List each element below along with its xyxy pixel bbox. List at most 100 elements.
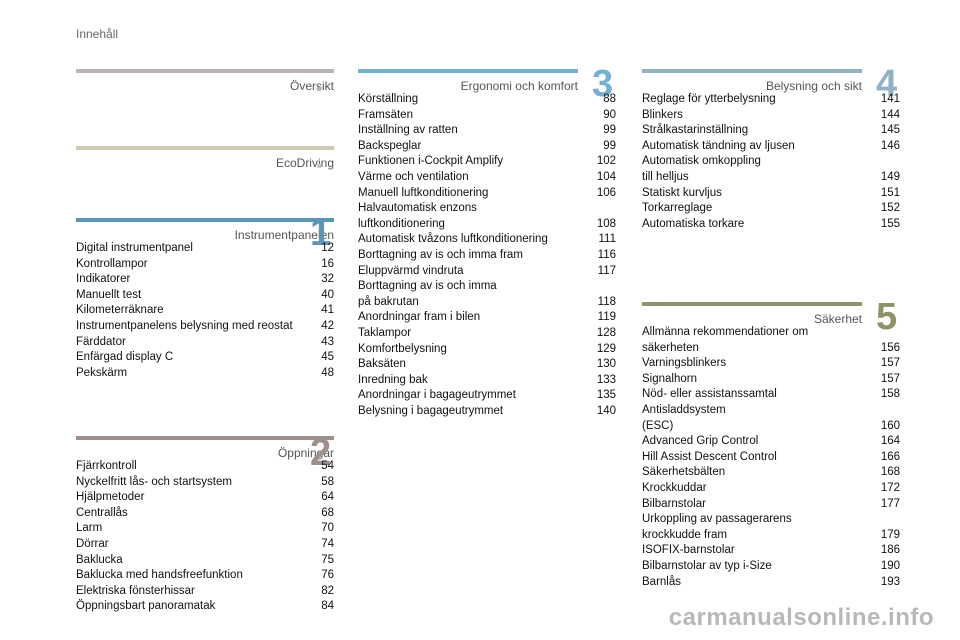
section-title[interactable]: Belysning och sikt <box>765 79 862 93</box>
toc-item[interactable]: Bilbarnstolar av typ i-Size 190 <box>642 559 900 575</box>
toc-item-label: Borttagning av is och imma fram <box>358 248 523 261</box>
toc-item-page: 104 <box>596 170 616 183</box>
toc-item[interactable]: Nöd- eller assistanssamtal 158 <box>642 387 900 403</box>
section-number: 5 <box>876 296 898 338</box>
toc-item-page: 156 <box>880 341 900 354</box>
section-ecodriving[interactable]: EcoDriving <box>76 146 338 176</box>
toc-item[interactable]: Funktionen i-Cockpit Amplify 102 <box>358 154 616 170</box>
toc-item-label: Strålkastarinställning <box>642 124 749 137</box>
toc-item[interactable]: Reglage för ytterbelysning 141 <box>642 92 900 108</box>
toc-item-label: Fjärrkontroll <box>76 460 137 472</box>
toc-item[interactable]: Färddator 43 <box>76 335 334 351</box>
toc-item[interactable]: Automatiska torkare 155 <box>642 217 900 233</box>
toc-item[interactable]: Komfortbelysning 129 <box>358 342 616 358</box>
toc-item[interactable]: Körställning 88 <box>358 92 616 108</box>
toc-item-label: Advanced Grip Control <box>642 435 759 448</box>
toc-item[interactable]: Signalhorn 157 <box>642 372 900 388</box>
toc-item[interactable]: Fjärrkontroll 54 <box>76 459 334 475</box>
toc-item-page: 160 <box>880 419 900 432</box>
toc-item-label: Automatisk tvåzons luftkonditionering <box>358 233 548 246</box>
toc-item[interactable]: Säkerhetsbälten 168 <box>642 465 900 481</box>
toc-item-label: Komfortbelysning <box>358 342 447 355</box>
section-title[interactable]: Öppningar <box>277 446 334 460</box>
section-ergonomi: Ergonomi och komfort 3 Körställning 88 Fra… <box>358 65 620 420</box>
toc-item[interactable]: Strålkastarinställning 145 <box>642 123 900 139</box>
toc-item-label: Hjälpmetoder <box>76 491 145 504</box>
toc-item[interactable]: Hill Assist Descent Control 166 <box>642 450 900 466</box>
toc-item[interactable]: Indikatorer 32 <box>76 272 334 288</box>
toc-item[interactable]: Enfärgad display C 45 <box>76 350 334 366</box>
toc-item[interactable]: Statiskt kurvljus 151 <box>642 186 900 202</box>
toc-item[interactable]: Nyckelfritt lås- och startsystem 58 <box>76 475 334 491</box>
toc-item-label: Belysning i bagageutrymmet <box>358 404 504 417</box>
toc-item[interactable]: Inredning bak 133 <box>358 373 616 389</box>
toc-item[interactable]: Framsäten 90 <box>358 108 616 124</box>
toc-list: Fjärrkontroll 54 Nyckelfritt lås- och star… <box>76 459 334 615</box>
toc-item[interactable]: Baksäten 130 <box>358 357 616 373</box>
section-title[interactable]: Säkerhet <box>813 312 862 326</box>
section-title[interactable]: Ergonomi och komfort <box>460 79 578 93</box>
toc-item[interactable]: Baklucka 75 <box>76 553 334 569</box>
toc-item[interactable]: Borttagning av is och imma på bakrutan 11… <box>358 279 616 310</box>
toc-item[interactable]: Automatisk tändning av ljusen 146 <box>642 139 900 155</box>
toc-item[interactable]: Bilbarnstolar 177 <box>642 497 900 513</box>
toc-item[interactable]: Torkarreglage 152 <box>642 201 900 217</box>
toc-item-page: 158 <box>880 388 900 401</box>
toc-item[interactable]: Instrumentpanelens belysning med reostat… <box>76 319 334 335</box>
toc-item-page: 151 <box>880 186 900 199</box>
toc-item[interactable]: Centrallås 68 <box>76 506 334 522</box>
toc-item[interactable]: Kontrollampor 16 <box>76 257 334 273</box>
section-oversikt[interactable]: Översikt <box>76 69 338 99</box>
toc-item[interactable]: Kilometerräknare 41 <box>76 303 334 319</box>
toc-item[interactable]: Borttagning av is och imma fram 116 <box>358 248 616 264</box>
section-title[interactable]: Instrumentpanelen <box>234 228 334 242</box>
toc-item[interactable]: Varningsblinkers 157 <box>642 356 900 372</box>
toc-item[interactable]: Barnlås 193 <box>642 575 900 591</box>
toc-item[interactable]: Halvautomatisk enzons luftkonditionering… <box>358 201 616 232</box>
toc-item[interactable]: Dörrar 74 <box>76 537 334 553</box>
toc-item[interactable]: Antisladdsystem (ESC) 160 <box>642 403 900 434</box>
toc-item[interactable]: Automatisk omkoppling till helljus 149 <box>642 154 900 185</box>
toc-item[interactable]: Automatisk tvåzons luftkonditionering 111 <box>358 232 616 248</box>
toc-item-page: 64 <box>321 491 334 504</box>
toc-item-page: 16 <box>321 257 334 270</box>
toc-item[interactable]: Anordningar fram i bilen 119 <box>358 310 616 326</box>
toc-item-label: Kilometerräknare <box>76 304 164 317</box>
toc-item[interactable]: Urkoppling av passagerarens krockkudde f… <box>642 512 900 543</box>
toc-item[interactable]: Taklampor 128 <box>358 326 616 342</box>
toc-item[interactable]: Belysning i bagageutrymmet 140 <box>358 404 616 420</box>
toc-item[interactable]: Krockkuddar 172 <box>642 481 900 497</box>
toc-item-label: Enfärgad display C <box>76 351 174 364</box>
toc-item[interactable]: Blinkers 144 <box>642 108 900 124</box>
toc-item-label: Automatisk tändning av ljusen <box>642 139 795 152</box>
toc-item[interactable]: Backspeglar 99 <box>358 139 616 155</box>
toc-item-label: Taklampor <box>358 326 412 339</box>
toc-item[interactable]: Öppningsbart panoramatak 84 <box>76 599 334 615</box>
toc-item[interactable]: Allmänna rekommendationer om säkerheten 1… <box>642 325 900 356</box>
toc-item-page: 54 <box>321 460 334 472</box>
toc-item[interactable]: Elektriska fönsterhissar 82 <box>76 584 334 600</box>
toc-item[interactable]: Pekskärm 48 <box>76 366 334 382</box>
toc-item-page: 133 <box>596 373 616 386</box>
toc-item[interactable]: Larm 70 <box>76 521 334 537</box>
toc-item[interactable]: Eluppvärmd vindruta 117 <box>358 264 616 280</box>
toc-item-label: Bilbarnstolar <box>642 497 706 510</box>
toc-item[interactable]: Värme och ventilation 104 <box>358 170 616 186</box>
toc-item-page: 140 <box>596 404 616 417</box>
toc-item[interactable]: Baklucka med handsfreefunktion 76 <box>76 568 334 584</box>
toc-item[interactable]: Hjälpmetoder 64 <box>76 490 334 506</box>
toc-item[interactable]: Anordningar i bagageutrymmet 135 <box>358 388 616 404</box>
toc-item[interactable]: Advanced Grip Control 164 <box>642 434 900 450</box>
toc-item[interactable]: Inställning av ratten 99 <box>358 123 616 139</box>
toc-item[interactable]: Manuell luftkonditionering 106 <box>358 186 616 202</box>
toc-item[interactable]: Manuellt test 40 <box>76 288 334 304</box>
toc-item-label: Digital instrumentpanel <box>76 242 193 254</box>
toc-item[interactable]: ISOFIX-barnstolar 186 <box>642 543 900 559</box>
toc-item-label: Nyckelfritt lås- och startsystem <box>76 475 232 488</box>
toc-item-label: Anordningar fram i bilen <box>358 311 481 324</box>
section-bar <box>642 69 862 73</box>
toc-item-page: 164 <box>880 435 900 448</box>
toc-item[interactable]: Digital instrumentpanel 12 <box>76 241 334 257</box>
toc-item-label: Anordningar i bagageutrymmet <box>358 389 516 402</box>
toc-item-label: Antisladdsystem (ESC) <box>642 403 726 432</box>
